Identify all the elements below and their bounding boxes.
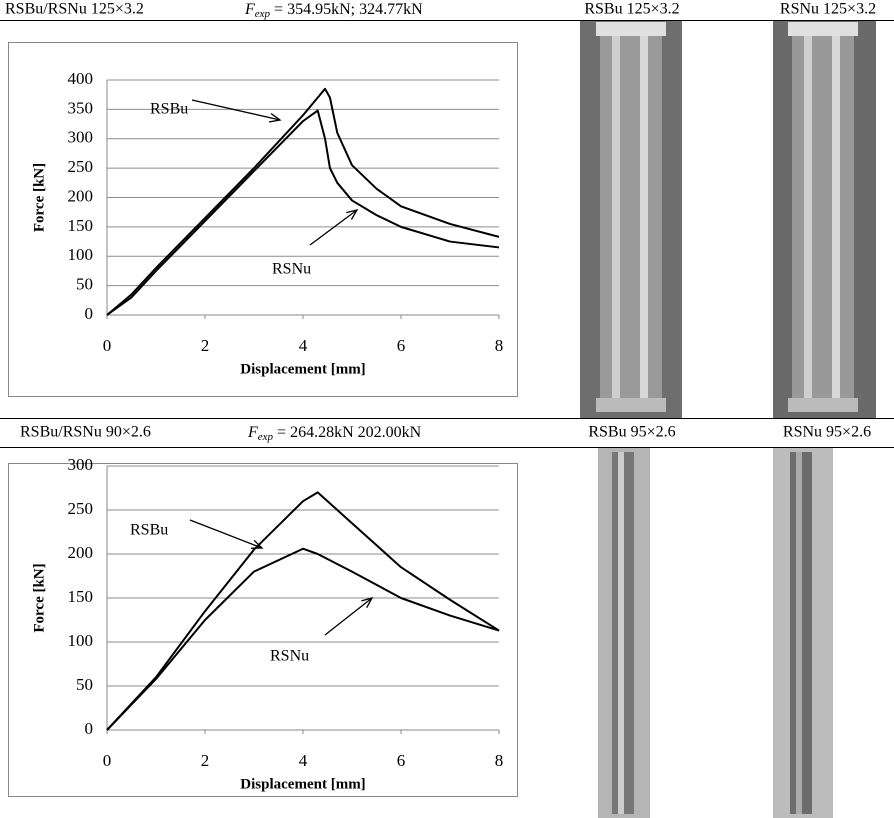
y-tick-label: 100 xyxy=(68,631,94,650)
y-tick-label: 400 xyxy=(68,69,94,88)
photo xyxy=(773,21,876,418)
header-cell: RSBu/RSNu 90×2.6 xyxy=(20,424,151,441)
x-axis-label: Displacement [mm] xyxy=(240,361,365,377)
y-tick-label: 50 xyxy=(76,275,93,294)
y-tick-label: 0 xyxy=(85,304,94,323)
header-cell: RSBu 125×3.2 xyxy=(584,1,679,18)
series-line xyxy=(106,547,500,731)
y-tick-label: 150 xyxy=(68,587,94,606)
subscript: exp xyxy=(258,431,274,443)
y-tick-label: 200 xyxy=(68,186,94,205)
y-axis-label: Force [kN] xyxy=(31,163,47,232)
y-tick-label: 300 xyxy=(68,128,94,147)
arrow-head xyxy=(269,113,282,123)
y-tick-label: 100 xyxy=(68,245,94,264)
y-tick-label: 300 xyxy=(68,455,94,474)
photo xyxy=(580,21,682,418)
arrow-head xyxy=(361,596,374,608)
series-label: RSBu xyxy=(130,522,168,539)
header-cell: Fexp = 354.95kN; 324.77kN xyxy=(244,1,423,20)
chart-frame xyxy=(8,42,518,397)
x-tick-label: 6 xyxy=(397,751,406,770)
y-tick-label: 250 xyxy=(68,499,94,518)
x-tick-label: 0 xyxy=(103,336,112,355)
header-cell: RSBu/RSNu 125×3.2 xyxy=(5,1,144,18)
x-tick-label: 2 xyxy=(201,336,210,355)
x-tick-label: 8 xyxy=(495,751,504,770)
series-label: RSNu xyxy=(270,648,309,665)
header-cell: RSBu 95×2.6 xyxy=(588,424,675,441)
series-label: RSBu xyxy=(150,101,188,118)
subscript: exp xyxy=(255,8,271,20)
series-line xyxy=(106,109,500,316)
x-tick-label: 2 xyxy=(201,751,210,770)
arrow xyxy=(189,519,263,549)
series-line xyxy=(106,87,500,316)
series-label: RSNu xyxy=(272,261,311,278)
y-tick-label: 50 xyxy=(76,675,93,694)
y-tick-label: 0 xyxy=(85,719,94,738)
y-axis-label: Force [kN] xyxy=(31,563,47,632)
x-tick-label: 0 xyxy=(103,751,112,770)
x-tick-label: 8 xyxy=(495,336,504,355)
symbol: F xyxy=(247,424,258,441)
x-axis-label: Displacement [mm] xyxy=(240,776,365,792)
y-tick-label: 150 xyxy=(68,216,94,235)
header-cell: RSNu 125×3.2 xyxy=(780,1,876,18)
arrow-head xyxy=(346,209,359,220)
y-tick-label: 200 xyxy=(68,543,94,562)
arrow-head xyxy=(250,539,264,549)
y-tick-label: 250 xyxy=(68,157,94,176)
x-tick-label: 4 xyxy=(299,751,308,770)
photo xyxy=(598,448,650,818)
header-cell: Fexp = 264.28kN 202.00kN xyxy=(247,424,422,443)
arrow xyxy=(309,209,358,246)
series-line xyxy=(106,491,500,731)
formula-text: = 354.95kN; 324.77kN xyxy=(270,1,423,18)
photo xyxy=(773,448,833,818)
x-tick-label: 6 xyxy=(397,336,406,355)
y-tick-label: 350 xyxy=(68,98,94,117)
arrow xyxy=(324,597,373,636)
x-tick-label: 4 xyxy=(299,336,308,355)
header-cell: RSNu 95×2.6 xyxy=(783,424,871,441)
chart-frame xyxy=(8,463,518,797)
formula-text: = 264.28kN 202.00kN xyxy=(273,424,422,441)
symbol: F xyxy=(244,1,255,18)
arrow xyxy=(191,99,281,121)
